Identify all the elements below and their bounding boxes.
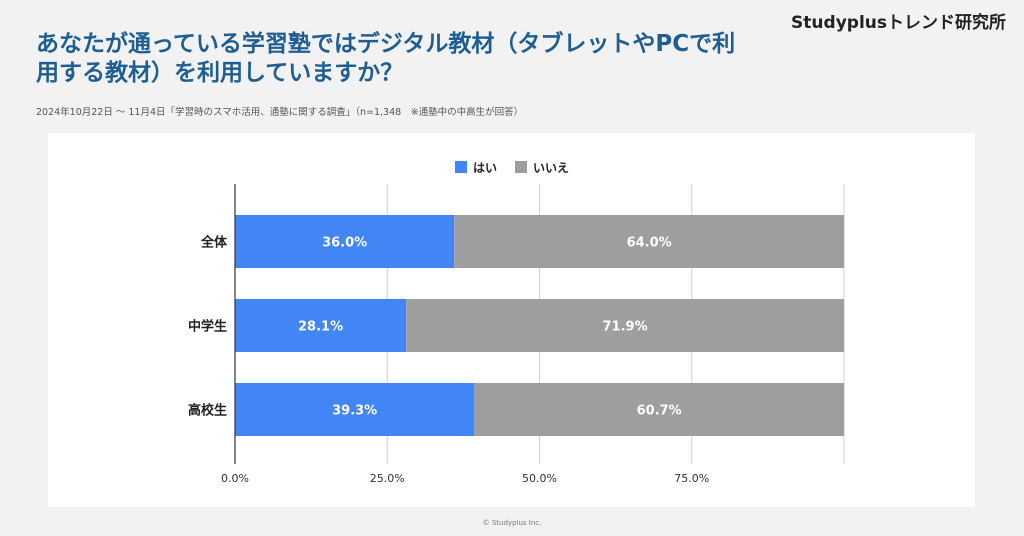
bar-yes	[235, 383, 475, 436]
data-label: 39.3%	[332, 404, 377, 419]
legend-swatch-yes	[455, 161, 467, 173]
copyright: © Studyplus Inc.	[482, 519, 542, 527]
x-tick-label: 50.0%	[522, 472, 557, 485]
bar-yes	[235, 299, 407, 352]
data-label: 71.9%	[603, 320, 648, 335]
category-label: 全体	[200, 235, 228, 251]
bar-no	[474, 383, 844, 436]
x-tick-label: 0.0%	[221, 472, 249, 485]
bar-yes	[235, 215, 455, 268]
category-label: 高校生	[188, 403, 227, 419]
data-label: 36.0%	[322, 236, 367, 251]
legend-swatch-no	[515, 161, 528, 173]
data-label: 28.1%	[298, 320, 343, 335]
legend-item-yes: はい	[455, 159, 497, 176]
brand-logo: Studyplusトレンド研究所	[791, 13, 1006, 33]
x-tick-label: 25.0%	[370, 472, 405, 485]
page-title: あなたが通っている学習塾ではデジタル教材（タブレットやPCで利用する教材）を利用…	[36, 31, 736, 86]
chart-legend: はい いいえ	[455, 158, 579, 176]
legend-label-no: いいえ	[533, 160, 570, 175]
data-label: 60.7%	[637, 404, 682, 419]
x-tick-label: 75.0%	[674, 472, 709, 485]
bar-no	[454, 215, 844, 268]
data-label: 64.0%	[627, 236, 672, 251]
survey-note: 2024年10月22日 〜 11月4日「学習時のスマホ活用、通塾に関する調査」（…	[36, 107, 524, 118]
legend-item-no: いいえ	[515, 159, 569, 176]
bar-no	[406, 299, 844, 352]
category-label: 中学生	[188, 319, 227, 335]
legend-label-yes: はい	[473, 160, 498, 175]
